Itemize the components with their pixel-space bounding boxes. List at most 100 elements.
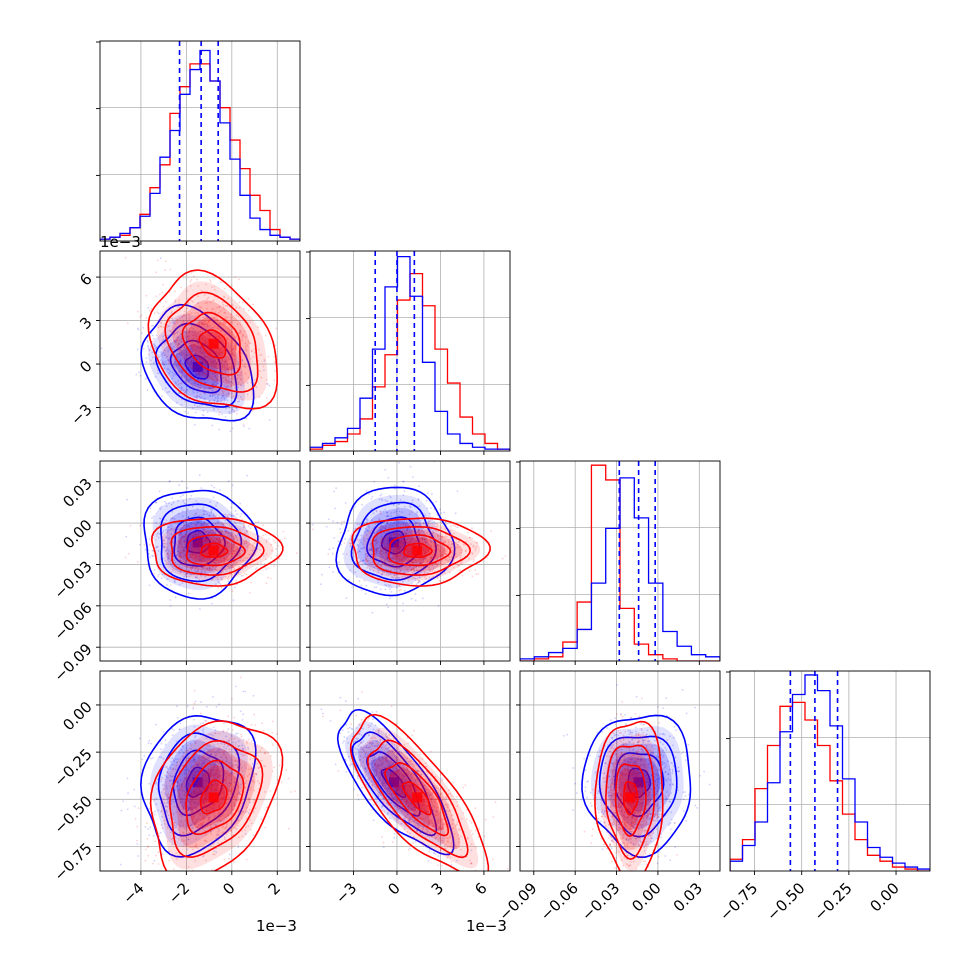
scatter-point (423, 538, 426, 541)
scatter-point (414, 538, 417, 541)
scatter-point (384, 527, 387, 530)
scatter-point (222, 323, 225, 326)
panel-1-1 (306, 250, 511, 452)
scatter-point (183, 330, 186, 333)
scatter-point (264, 558, 267, 561)
scatter-point (202, 527, 205, 530)
scatter-point (171, 525, 173, 528)
scatter-point (179, 527, 182, 530)
scatter-point (231, 564, 233, 567)
scatter-point (389, 560, 392, 563)
scatter-point (224, 360, 227, 363)
scatter-point (205, 533, 208, 536)
scatter-point (235, 346, 237, 349)
scatter-point (332, 571, 334, 573)
scatter-point (255, 386, 258, 389)
scatter-point (460, 549, 463, 551)
scatter-point (439, 549, 441, 552)
scatter-point (391, 548, 393, 550)
scatter-point (204, 356, 207, 358)
scatter-point (405, 577, 407, 579)
scatter-point (151, 356, 154, 359)
scatter-point (474, 569, 477, 572)
scatter-point (212, 367, 215, 370)
scatter-point (410, 597, 413, 600)
scatter-point (222, 560, 225, 562)
scatter-point (216, 374, 219, 376)
scatter-point (218, 549, 221, 551)
scatter-point (209, 352, 211, 355)
scatter-point (229, 580, 232, 583)
scatter-point (392, 547, 394, 549)
scatter-point (399, 589, 402, 591)
scatter-point (204, 521, 206, 524)
contour-blue (366, 516, 421, 568)
scatter-point (199, 530, 202, 533)
scatter-point (185, 521, 187, 524)
scatter-point (333, 537, 336, 539)
contour-red (198, 329, 227, 359)
scatter-point (179, 537, 182, 540)
scatter-point (406, 541, 409, 543)
scatter-point (167, 557, 170, 560)
scatter-point (186, 290, 188, 292)
scatter-point (227, 357, 230, 359)
scatter-point (239, 710, 242, 713)
scatter-point (174, 596, 177, 599)
scatter-point (218, 428, 220, 431)
scatter-point (404, 523, 407, 526)
scatter-point (183, 524, 186, 527)
scatter-point (193, 556, 196, 558)
scatter-point (385, 551, 387, 554)
scatter-point (193, 275, 195, 278)
scatter-point (220, 586, 223, 589)
scatter-point (220, 351, 223, 354)
scatter-point (202, 410, 205, 412)
scatter-point (144, 377, 147, 380)
scatter-point (177, 383, 180, 386)
scatter-point (387, 560, 390, 563)
scatter-point (165, 536, 167, 538)
scatter-point (273, 565, 275, 567)
scatter-point (201, 379, 204, 382)
scatter-point (229, 548, 232, 550)
scatter-point (214, 576, 217, 579)
scatter-point (189, 573, 191, 575)
scatter-point (198, 554, 201, 557)
scatter-point (196, 533, 199, 536)
scatter-point (206, 343, 209, 346)
hist-red-0 (100, 63, 300, 241)
scatter-point (163, 546, 165, 548)
scatter-point (203, 362, 206, 364)
scatter-point (155, 501, 158, 504)
scatter-point (366, 560, 369, 562)
scatter-point (229, 332, 231, 334)
scatter-point (227, 553, 230, 555)
scatter-point (396, 555, 399, 558)
scatter-point (239, 321, 241, 324)
scatter-point (221, 383, 224, 386)
scatter-point (378, 552, 381, 554)
scatter-point (266, 383, 269, 385)
scatter-point (229, 321, 232, 323)
scatter-point (425, 549, 428, 552)
contour-blue (350, 501, 437, 582)
scatter-point (165, 549, 167, 552)
scatter-point (419, 562, 422, 565)
scatter-point (208, 514, 211, 517)
scatter-point (129, 525, 132, 527)
scatter-point (224, 371, 227, 373)
scatter-point (163, 363, 166, 366)
scatter-point (233, 586, 236, 589)
scatter-point (426, 565, 428, 568)
scatter-point (212, 360, 215, 363)
scatter-point (452, 555, 455, 558)
scatter-point (183, 541, 186, 544)
scatter-point (381, 547, 383, 550)
scatter-point (259, 549, 261, 551)
scatter-point (391, 557, 393, 560)
scatter-point (245, 573, 248, 576)
scatter-point (344, 538, 347, 540)
scatter-point (433, 521, 436, 523)
scatter-point (186, 524, 189, 526)
